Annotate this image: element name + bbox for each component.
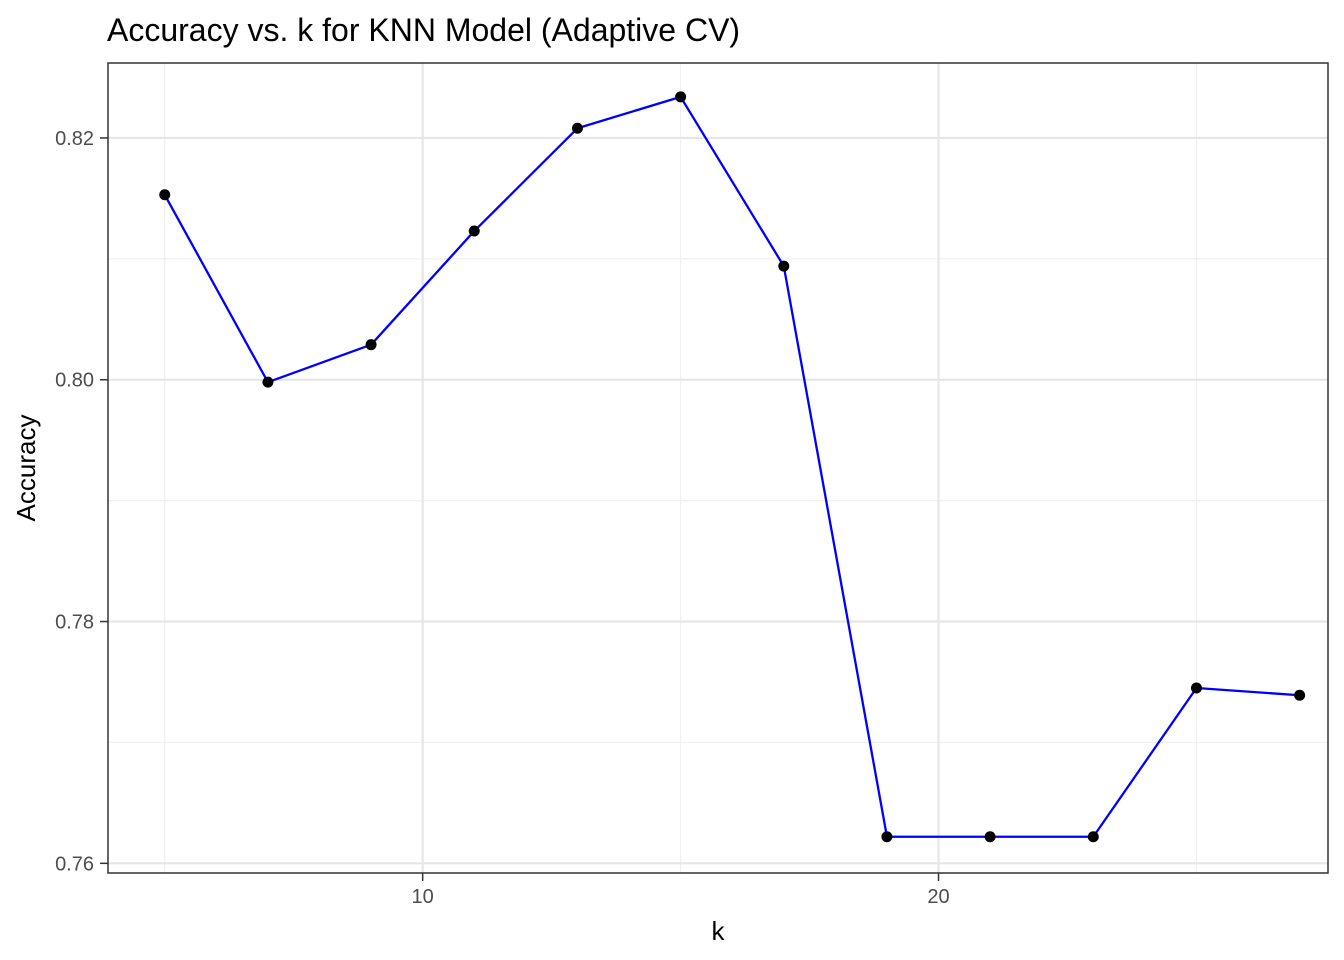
- data-point-0: [159, 189, 171, 201]
- series-layer: [163, 95, 1301, 838]
- y-tick-label-3: 0.82: [55, 128, 94, 150]
- data-point-7: [881, 831, 893, 843]
- series-line-segment-9: [1092, 686, 1198, 838]
- data-point-4: [571, 122, 583, 134]
- series-line-segment-5: [679, 95, 785, 268]
- data-point-9: [1087, 831, 1099, 843]
- y-tick-label-0: 0.76: [55, 853, 94, 875]
- data-point-6: [778, 260, 790, 272]
- x-axis-title: k: [712, 916, 726, 946]
- x-tick-label-1: 20: [927, 886, 949, 908]
- series-line-segment-3: [473, 127, 579, 233]
- data-point-3: [468, 225, 480, 237]
- series-line-segment-1: [266, 343, 373, 384]
- series-line-segment-0: [163, 193, 270, 384]
- panel-border: [107, 62, 1329, 874]
- series-line-segment-2: [369, 229, 476, 346]
- series-line-segment-4: [576, 95, 682, 130]
- grid-major: [108, 63, 1328, 873]
- data-point-11: [1294, 689, 1306, 701]
- y-tick-label-1: 0.78: [55, 612, 94, 634]
- points-layer: [159, 91, 1306, 843]
- x-tick-label-0: 10: [412, 886, 434, 908]
- data-point-5: [675, 91, 687, 103]
- chart-title: Accuracy vs. k for KNN Model (Adaptive C…: [107, 12, 740, 48]
- y-tick-label-2: 0.80: [55, 370, 94, 392]
- data-point-2: [365, 339, 377, 351]
- data-point-1: [262, 376, 274, 388]
- data-point-10: [1190, 682, 1202, 694]
- grid-minor: [108, 63, 1328, 873]
- data-point-8: [984, 831, 996, 843]
- x-axis-ticks: 10 20: [412, 873, 950, 908]
- series-line-segment-10: [1195, 686, 1301, 697]
- y-axis-title: Accuracy: [11, 415, 41, 522]
- y-axis-ticks: 0.76 0.78 0.80 0.82: [55, 128, 108, 875]
- series-line-segment-6: [782, 264, 889, 838]
